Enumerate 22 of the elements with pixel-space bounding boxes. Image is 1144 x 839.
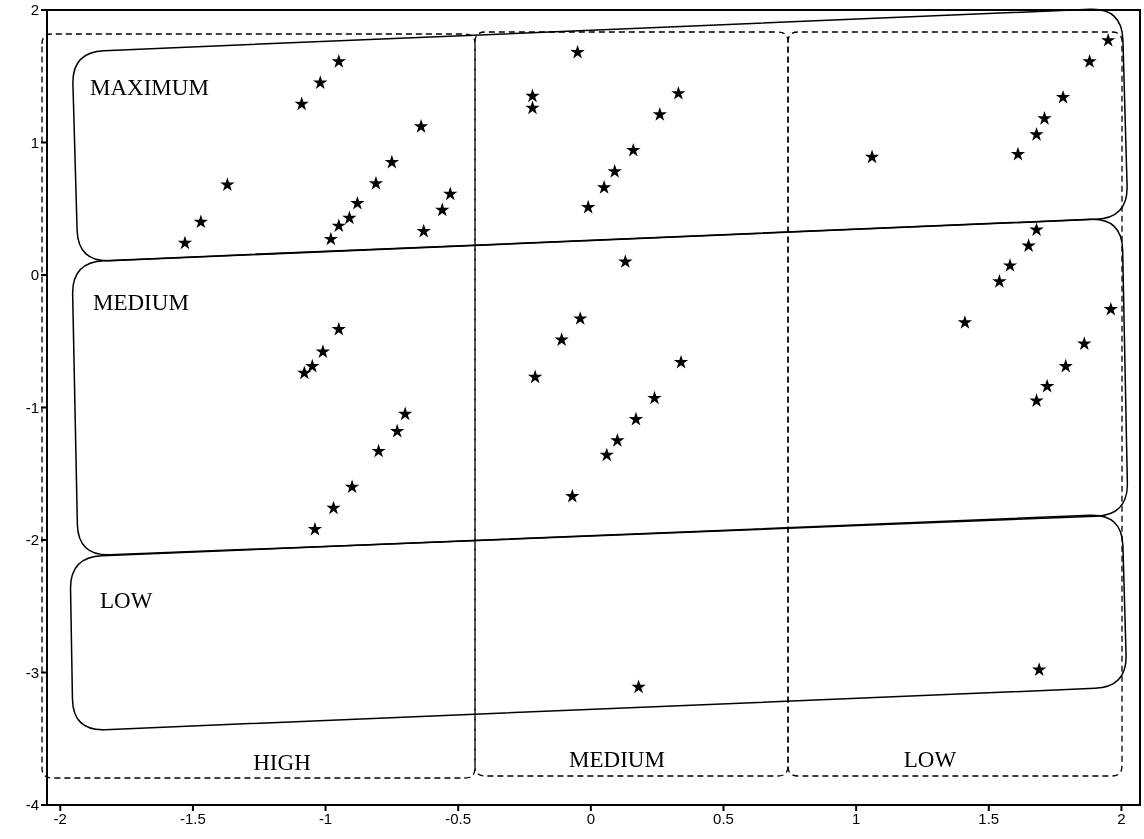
x-tick-label: -2 [53,809,67,827]
x-tick-label: -1 [318,809,333,827]
x-tick-label: -0.5 [445,809,472,827]
x-tick-label: 0 [586,809,596,827]
x-tick-label: 2 [1117,809,1126,827]
annotation: HIGH [253,750,311,775]
x-tick-label: 1.5 [978,809,1000,827]
y-tick-label: -3 [25,663,39,681]
y-tick-label: 1 [30,133,39,151]
annotation: MAXIMUM [90,75,209,100]
y-tick-label: -1 [25,398,39,416]
x-tick-label: -1.5 [179,809,206,827]
x-tick-label: 0.5 [713,809,734,827]
x-tick-label: 1 [851,809,861,827]
annotation: LOW [903,747,957,772]
annotation: MEDIUM [569,747,665,772]
y-tick-label: 0 [30,266,39,284]
y-tick-label: 2 [30,1,39,19]
y-tick-label: -4 [25,796,39,814]
y-tick-label: -2 [25,531,39,549]
annotation: LOW [100,588,153,613]
annotation: MEDIUM [93,290,189,315]
